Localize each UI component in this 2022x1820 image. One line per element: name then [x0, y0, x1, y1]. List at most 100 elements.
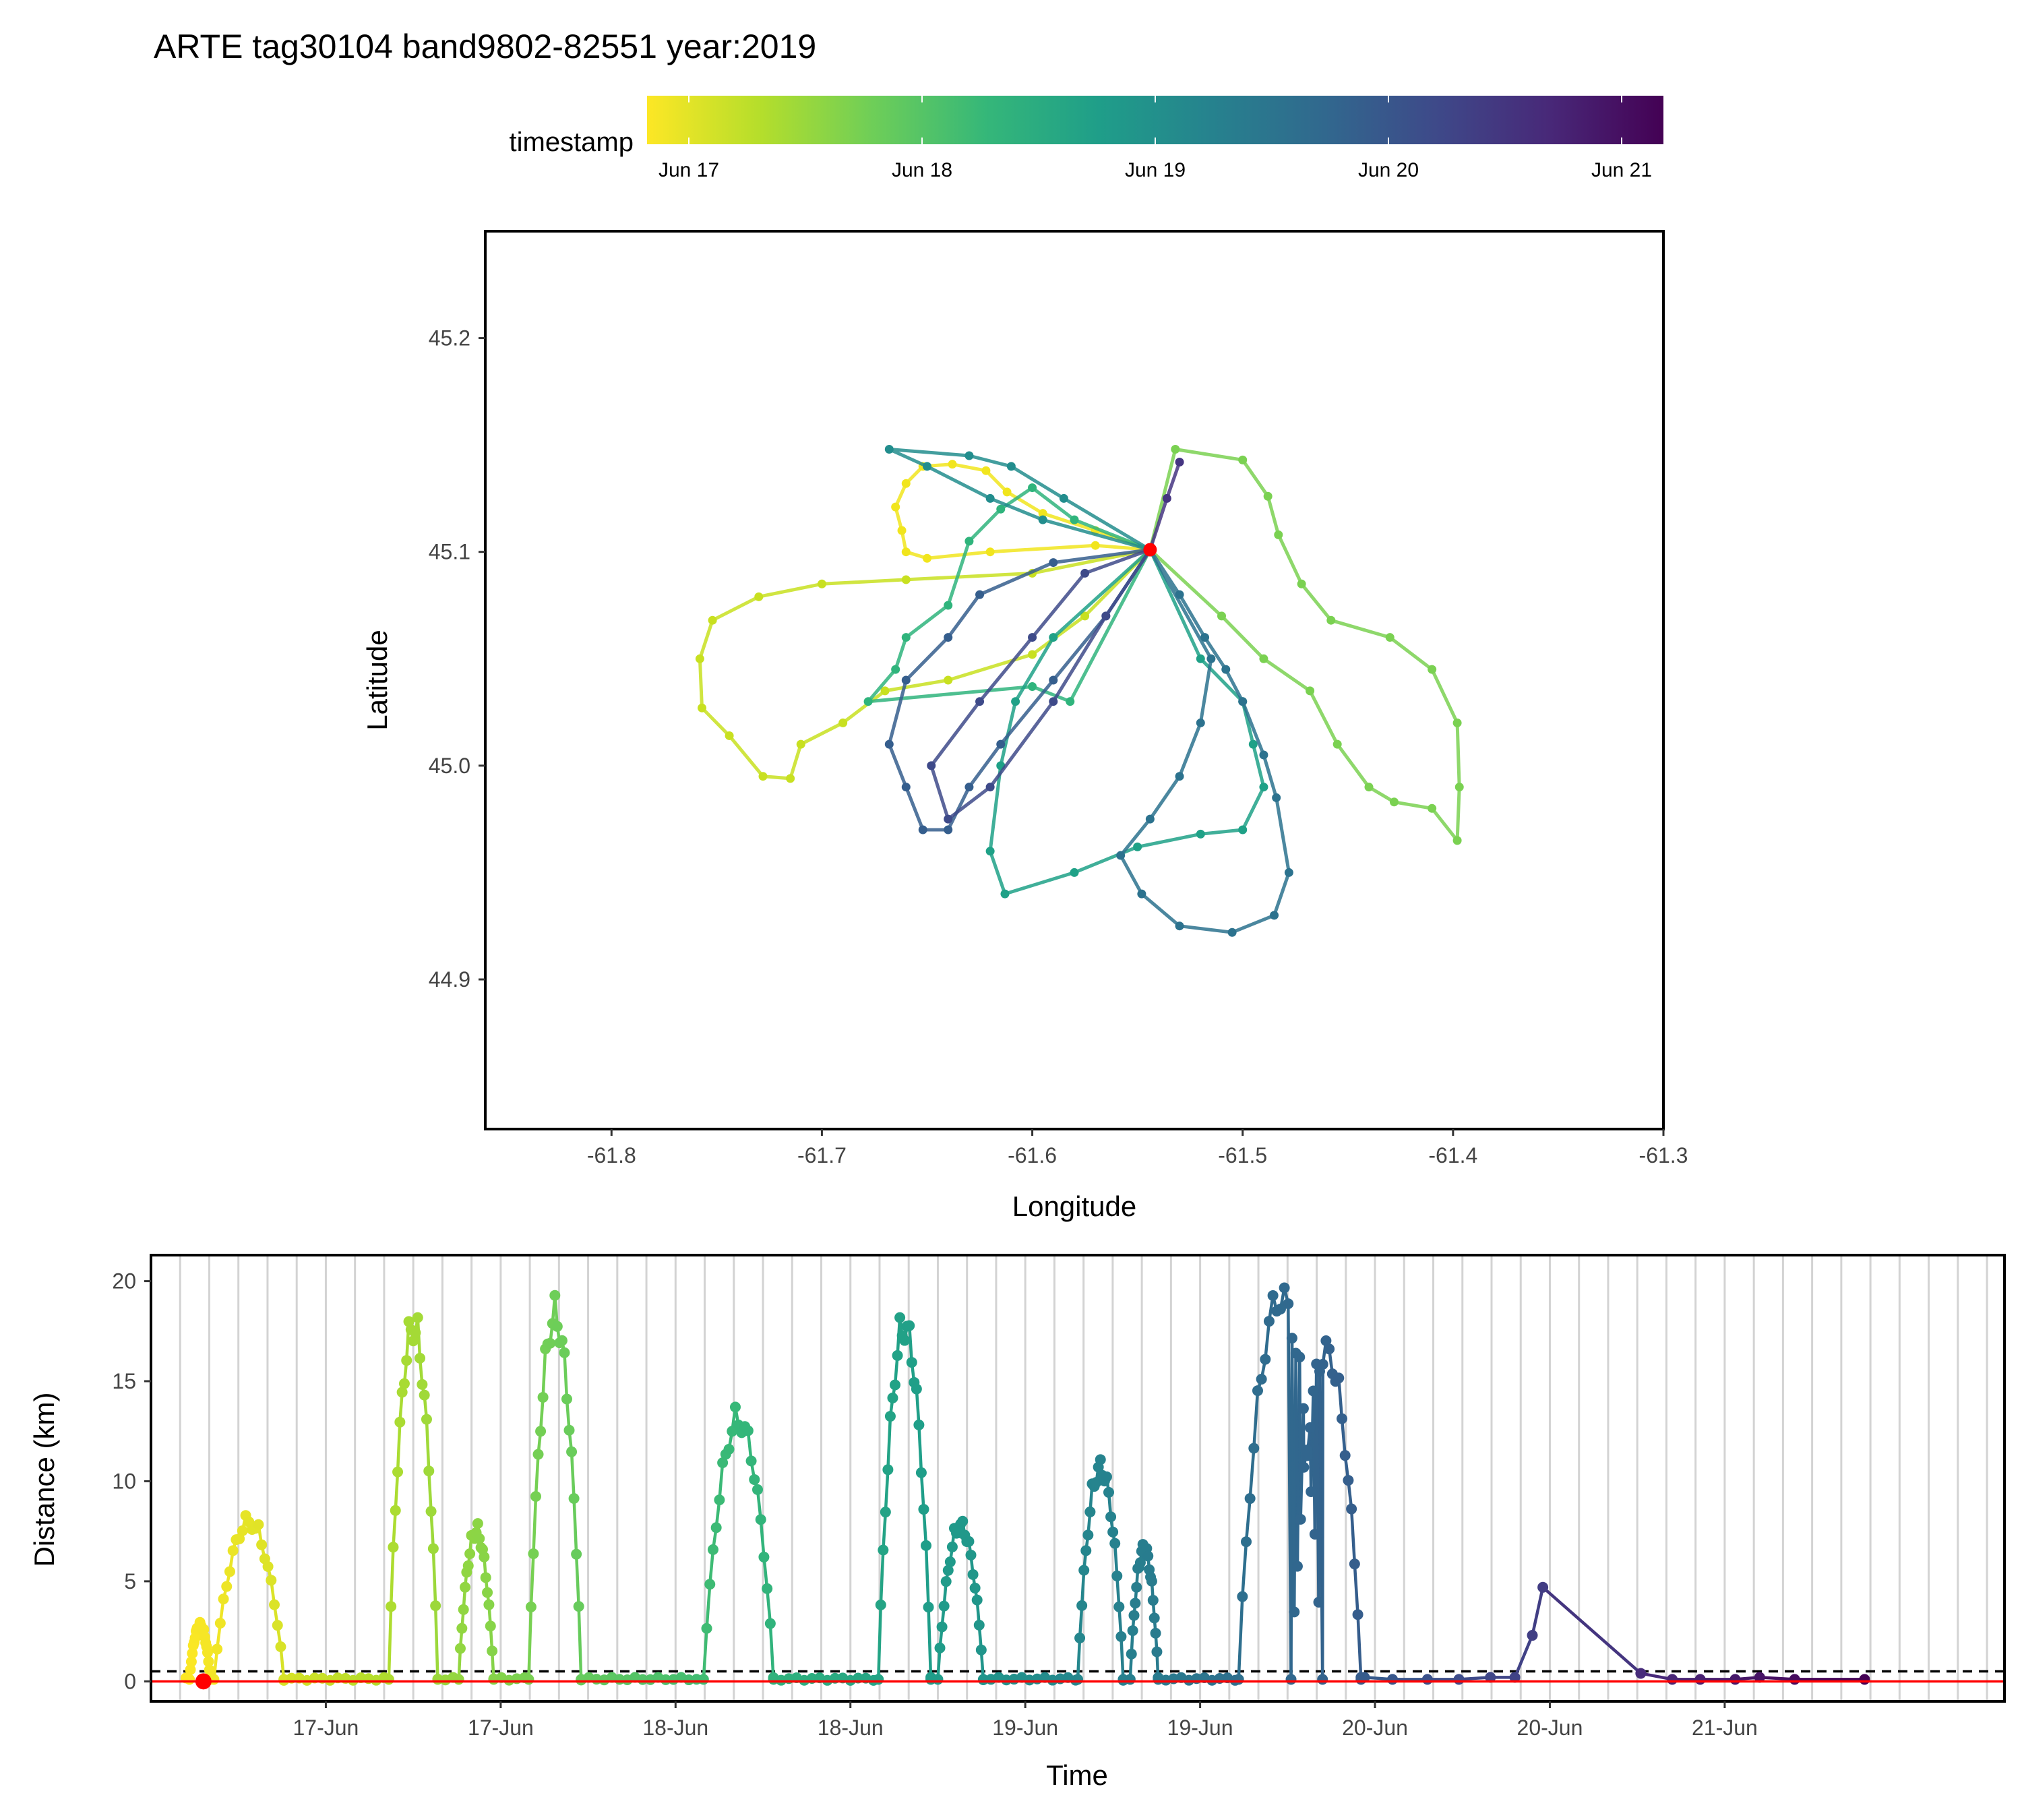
- map-x-ticks: -61.8 -61.7 -61.6 -61.5 -61.4 -61.3: [587, 1129, 1688, 1167]
- distance-segment: [394, 1470, 400, 1513]
- distance-point: [425, 1506, 437, 1517]
- distance-point: [971, 1594, 983, 1606]
- distance-x-tick-label: 20-Jun: [1342, 1716, 1408, 1740]
- distance-point: [1309, 1528, 1320, 1540]
- distance-point: [454, 1643, 466, 1654]
- distance-point: [464, 1548, 476, 1559]
- distance-point: [1244, 1493, 1256, 1505]
- map-y-tick-label: 45.1: [429, 540, 470, 564]
- track-point: [901, 783, 911, 792]
- distance-segment: [718, 1461, 725, 1502]
- distance-point: [453, 1674, 464, 1685]
- distance-point: [1286, 1333, 1297, 1344]
- distance-point: [975, 1644, 987, 1656]
- distance-segment: [1248, 1447, 1256, 1500]
- track-line: [1119, 549, 1291, 934]
- distance-point: [1298, 1461, 1310, 1473]
- track-point: [884, 739, 894, 749]
- distance-point: [266, 1575, 277, 1586]
- distance-point: [1072, 1674, 1083, 1685]
- distance-y-tick-label: 15: [112, 1369, 136, 1393]
- distance-point: [1304, 1422, 1316, 1433]
- track-line: [866, 486, 1152, 704]
- distance-point: [535, 1426, 547, 1437]
- map-y-tick-label: 44.9: [429, 967, 470, 992]
- distance-point: [556, 1335, 568, 1346]
- distance-point: [755, 1514, 766, 1525]
- distance-segment: [1758, 1676, 1796, 1681]
- distance-segment: [570, 1450, 576, 1500]
- distance-point: [921, 1540, 931, 1551]
- map-y-axis-title: Latitude: [361, 630, 393, 730]
- track-point: [1080, 568, 1090, 578]
- distance-point: [918, 1504, 929, 1515]
- distance-point: [1320, 1335, 1332, 1346]
- map-origin-point: [1143, 543, 1157, 557]
- distance-point: [1343, 1475, 1354, 1486]
- distance-point: [973, 1619, 985, 1631]
- distance-segment: [392, 1509, 397, 1549]
- distance-point: [1084, 1506, 1096, 1517]
- distance-point: [398, 1378, 410, 1389]
- distance-segment: [702, 1627, 708, 1681]
- track-point: [996, 504, 1006, 514]
- distance-segment: [433, 1604, 439, 1681]
- distance-point: [1082, 1529, 1094, 1541]
- distance-point: [1279, 1282, 1290, 1294]
- track-point: [1238, 697, 1248, 706]
- track-point: [725, 731, 734, 740]
- map-y-tick-label: 45.2: [429, 326, 470, 351]
- distance-point: [1105, 1511, 1117, 1523]
- track-point: [1454, 783, 1464, 792]
- distance-point: [412, 1312, 423, 1323]
- distance-point: [1336, 1413, 1347, 1424]
- distance-point: [401, 1355, 412, 1366]
- distance-point: [388, 1542, 399, 1553]
- distance-point: [537, 1391, 549, 1403]
- distance-point: [1754, 1672, 1765, 1683]
- distance-segment: [705, 1583, 712, 1631]
- distance-y-tick-label: 20: [112, 1269, 136, 1294]
- distance-point: [934, 1642, 946, 1654]
- distance-segment: [534, 1453, 540, 1498]
- track-point: [1428, 803, 1437, 813]
- distance-point: [1349, 1558, 1360, 1570]
- distance-point: [714, 1494, 725, 1506]
- track-point: [754, 592, 764, 601]
- distance-point: [1237, 1591, 1248, 1602]
- distance-point: [480, 1572, 491, 1583]
- track-point: [944, 601, 953, 610]
- distance-point: [1233, 1674, 1244, 1685]
- distance-point: [474, 1533, 485, 1544]
- distance-segment: [541, 1347, 547, 1399]
- track-line: [929, 548, 1152, 821]
- track-point: [944, 814, 953, 824]
- track-point: [1133, 842, 1142, 851]
- distance-point: [1386, 1674, 1398, 1685]
- distance-point: [212, 1643, 223, 1655]
- distance-segment: [563, 1351, 569, 1401]
- distance-point: [758, 1551, 770, 1563]
- track-point: [1175, 458, 1184, 467]
- distance-segment: [1340, 1417, 1347, 1457]
- distance-point: [458, 1604, 469, 1615]
- distance-point: [1130, 1598, 1141, 1609]
- track-point: [1070, 515, 1079, 524]
- distance-point: [525, 1601, 537, 1612]
- distance-point: [1317, 1674, 1328, 1685]
- distance-point: [762, 1583, 773, 1594]
- distance-point: [423, 1465, 435, 1477]
- distance-point: [390, 1505, 401, 1516]
- track-line: [1148, 448, 1461, 843]
- distance-segment: [527, 1605, 533, 1681]
- distance-segment: [387, 1604, 393, 1681]
- track-point: [1259, 783, 1268, 792]
- distance-point: [942, 1565, 954, 1576]
- distance-point: [568, 1492, 580, 1504]
- distance-point: [1107, 1526, 1119, 1538]
- distance-point: [456, 1622, 468, 1634]
- distance-point: [1148, 1612, 1160, 1624]
- track-line: [887, 548, 1152, 832]
- track-point: [1196, 718, 1205, 727]
- track-point: [1145, 814, 1155, 824]
